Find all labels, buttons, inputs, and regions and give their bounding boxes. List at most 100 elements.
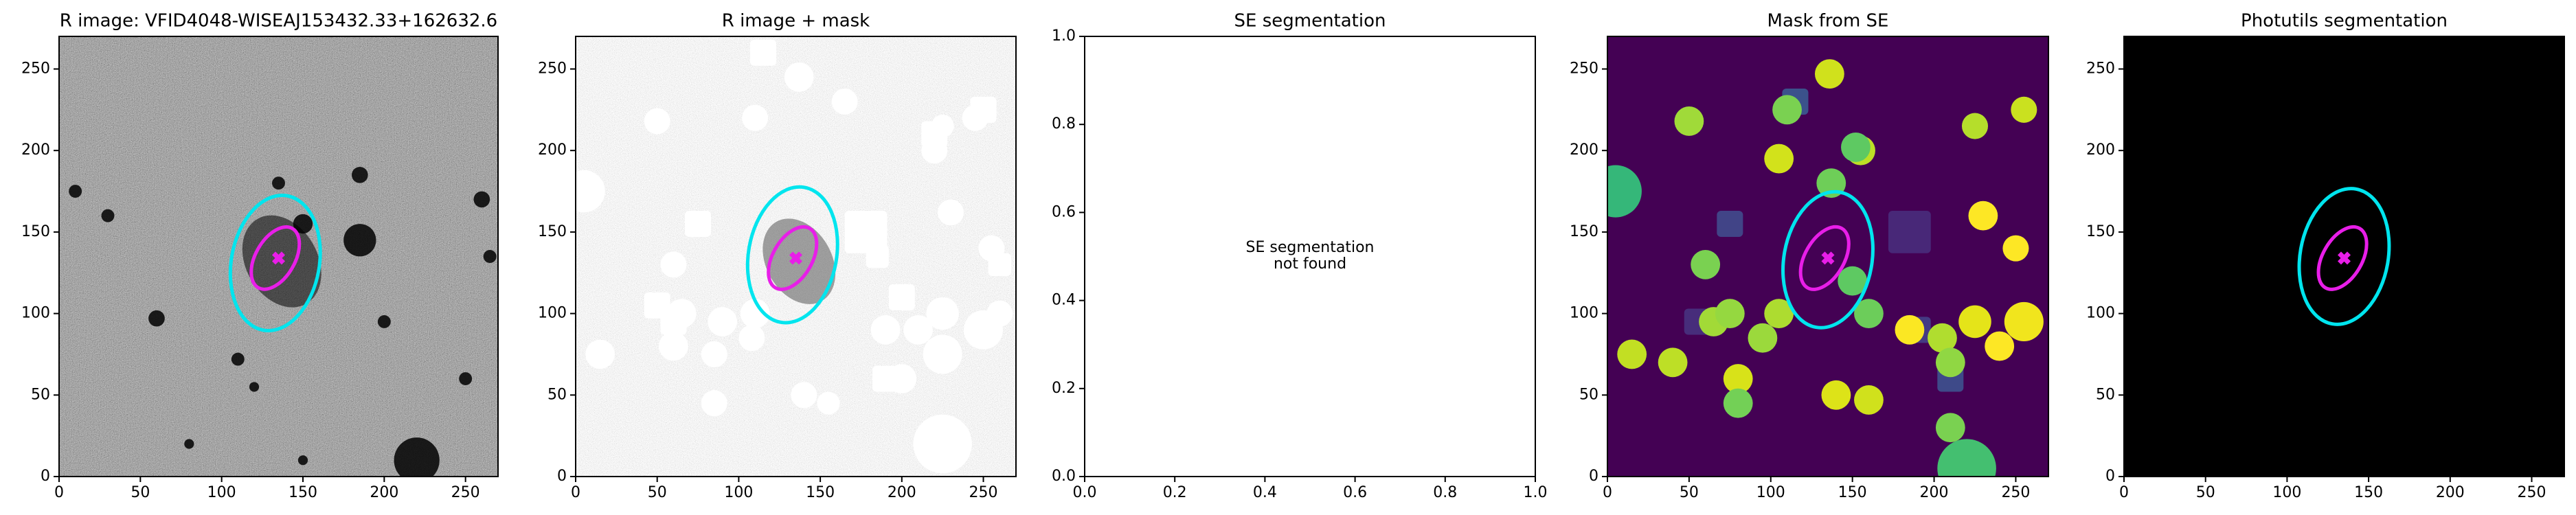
y-tick-label: 0.2 <box>1052 380 1076 397</box>
panel: Mask from SE 0 50 100 150 200 250 0 50 100 150 200 2… <box>1570 11 2049 501</box>
x-tick-label: 250 <box>451 484 480 501</box>
mask-region <box>701 341 727 367</box>
x-tick-label: 0 <box>2119 484 2129 501</box>
x-tick-label: 150 <box>2354 484 2383 501</box>
y-tick-label: 200 <box>2086 141 2115 159</box>
panel-title: R image + mask <box>722 11 870 32</box>
ellipse <box>249 225 302 291</box>
x-tick-label: 0.8 <box>1433 484 1457 501</box>
x-tick-label: 0.6 <box>1343 484 1367 501</box>
x-tick-label: 200 <box>2436 484 2465 501</box>
segment <box>1715 299 1745 328</box>
ellipse <box>228 193 322 333</box>
marker <box>789 251 802 265</box>
mask-region <box>872 365 899 392</box>
segment <box>1723 364 1753 393</box>
mask-region <box>701 390 727 417</box>
mask-region <box>817 391 840 415</box>
y-tick-label: 50 <box>31 386 50 403</box>
annotation: SE segmentation not found <box>1246 239 1375 273</box>
source-blob <box>483 250 497 263</box>
source-blob <box>69 185 82 198</box>
segment <box>1748 323 1778 353</box>
mask-region <box>644 108 670 135</box>
axes-frame <box>1607 36 2049 477</box>
y-tick-label: 50 <box>2096 386 2115 403</box>
segment <box>2002 235 2029 262</box>
source-blob <box>297 455 308 466</box>
axes-frame <box>1084 36 1536 477</box>
y-tick-label: 150 <box>21 223 50 240</box>
source-blob <box>343 224 376 257</box>
ellipse <box>1781 190 1875 330</box>
y-tick-label: 0.6 <box>1052 203 1076 220</box>
segment <box>1935 347 1965 378</box>
segment <box>1658 347 1688 378</box>
source-blob <box>377 314 391 328</box>
segment <box>1723 388 1753 418</box>
ellipse <box>1798 225 1851 291</box>
x-tick-label: 100 <box>207 484 236 501</box>
panel-title: Photutils segmentation <box>2241 11 2448 32</box>
mask-region <box>660 251 687 278</box>
ellipse <box>767 225 819 291</box>
segment <box>1764 299 1794 328</box>
segment <box>1958 305 1991 339</box>
segment <box>1854 385 1884 415</box>
y-tick-label: 0.8 <box>1052 115 1076 133</box>
segment <box>1841 133 1871 162</box>
x-tick-label: 100 <box>724 484 753 501</box>
mask-region <box>888 284 915 310</box>
x-tick-label: 150 <box>806 484 835 501</box>
y-tick-label: 100 <box>1570 305 1598 322</box>
mask-region <box>791 382 817 409</box>
mask-region <box>988 253 1011 276</box>
panel: R image: VFID4048-WISEAJ153432.33+162632… <box>21 11 499 501</box>
mask-region <box>986 300 1013 327</box>
y-tick-label: 0.0 <box>1052 468 1076 485</box>
segment <box>1821 380 1851 410</box>
x-tick-label: 50 <box>1680 484 1699 501</box>
source-blob <box>101 209 115 222</box>
panel-title: R image: VFID4048-WISEAJ153432.33+162632… <box>60 11 497 32</box>
x-tick-label: 250 <box>969 484 998 501</box>
segment <box>1814 59 1844 89</box>
mask-region <box>740 299 770 328</box>
segment <box>1674 106 1704 136</box>
y-tick-label: 1.0 <box>1052 27 1076 45</box>
segment <box>1838 266 1868 296</box>
y-tick-label: 0 <box>41 468 50 485</box>
x-tick-label: 100 <box>2272 484 2301 501</box>
mask-region <box>685 211 712 238</box>
axes-frame <box>2123 36 2565 477</box>
y-tick-label: 250 <box>21 60 50 77</box>
x-tick-label: 50 <box>131 484 150 501</box>
y-tick-label: 0 <box>1589 468 1598 485</box>
segment <box>1691 249 1721 279</box>
marker <box>2338 251 2351 265</box>
mask-region <box>913 414 972 474</box>
source-blob <box>351 166 368 183</box>
y-tick-label: 150 <box>538 223 567 240</box>
y-tick-label: 0 <box>557 468 567 485</box>
segment <box>1888 211 1931 253</box>
marker <box>272 251 285 265</box>
source-blob <box>231 352 245 366</box>
x-tick-label: 0 <box>54 484 64 501</box>
x-tick-label: 50 <box>648 484 667 501</box>
mask-region <box>742 104 769 131</box>
panel-title: SE segmentation <box>1234 11 1386 32</box>
y-tick-label: 100 <box>2086 305 2115 322</box>
segment <box>1854 299 1884 328</box>
ellipse <box>2316 225 2369 291</box>
source-blob <box>272 176 285 190</box>
mask-region <box>660 308 687 335</box>
x-tick-label: 150 <box>289 484 317 501</box>
segment <box>2004 301 2044 341</box>
axes-frame <box>575 36 1017 477</box>
marker <box>1821 251 1835 265</box>
y-tick-label: 50 <box>547 386 567 403</box>
x-tick-label: 0.4 <box>1253 484 1277 501</box>
